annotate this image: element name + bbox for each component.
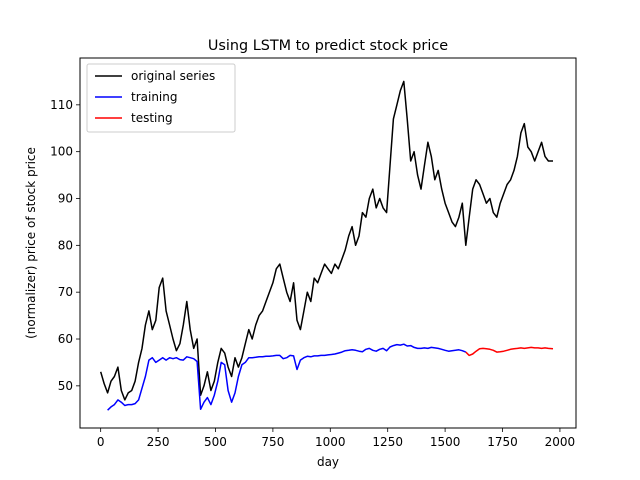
x-tick-label-3: 750: [261, 435, 284, 449]
legend-box: [86, 63, 236, 133]
legend: original series training testing: [86, 63, 236, 133]
x-axis-label: day: [317, 455, 339, 469]
series-layer: [99, 80, 554, 411]
series-line-2: [465, 346, 554, 357]
y-tick-label-4: 90: [58, 192, 73, 206]
legend-label-1: training: [131, 90, 178, 104]
y-tick-label-2: 70: [58, 285, 73, 299]
x-tick-label-4: 1000: [315, 435, 346, 449]
y-axis-label: (normalizer) price of stock price: [24, 147, 38, 339]
x-tick-label-1: 250: [147, 435, 170, 449]
y-tick-label-5: 100: [50, 145, 73, 159]
y-tick-label-3: 80: [58, 238, 73, 252]
legend-label-2: testing: [131, 111, 173, 125]
y-tick-label-1: 60: [58, 332, 73, 346]
ticks-layer: 0 250 500 750 1000 1250 1500 1750 2000 50 60 70 80 90…: [50, 98, 575, 449]
x-tick-label-2: 500: [204, 435, 227, 449]
x-tick-label-8: 2000: [545, 435, 576, 449]
x-tick-label-6: 1500: [430, 435, 461, 449]
x-tick-label-0: 0: [97, 435, 105, 449]
chart-title: Using LSTM to predict stock price: [208, 38, 448, 54]
x-tick-label-7: 1750: [487, 435, 518, 449]
plot-frame: [79, 57, 577, 429]
y-tick-label-0: 50: [58, 379, 73, 393]
series-line-0: [99, 80, 553, 401]
legend-label-0: original series: [131, 69, 215, 83]
x-tick-label-5: 1250: [372, 435, 403, 449]
y-tick-label-6: 110: [50, 98, 73, 112]
series-line-1: [107, 343, 467, 411]
